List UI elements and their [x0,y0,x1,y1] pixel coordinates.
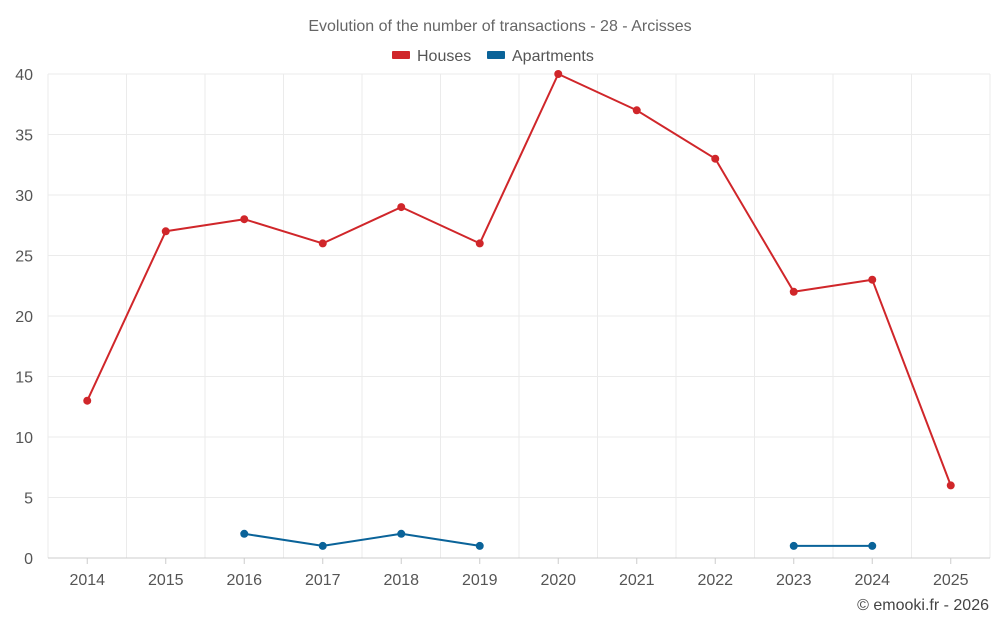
data-point-apartments[interactable] [240,529,249,538]
series-line-houses [86,73,952,486]
credit-text: © emooki.fr - 2026 [857,597,989,614]
x-tick-label: 2015 [148,572,184,589]
y-tick-label: 20 [15,309,33,326]
y-tick-label: 30 [15,188,33,205]
data-point-houses[interactable] [240,215,249,224]
legend: Houses Apartments [392,48,594,65]
legend-label-houses: Houses [417,48,471,65]
x-axis: 2014 2015 2016 2017 2018 2019 2020 2021 2022 2023… [48,557,990,589]
data-point-houses[interactable] [318,239,327,248]
x-tick-label: 2020 [540,572,576,589]
x-tick-label: 2016 [226,572,262,589]
data-point-houses[interactable] [946,481,955,490]
y-axis: 0 5 10 15 20 25 30 35 40 [15,67,33,568]
legend-swatch-apartments [487,51,505,59]
series-layer [83,70,955,550]
x-tick-label: 2023 [776,572,812,589]
x-tick-label: 2025 [933,572,969,589]
chart-title: Evolution of the number of transactions … [308,18,691,35]
y-tick-label: 10 [15,430,33,447]
data-point-houses[interactable] [711,154,720,163]
data-point-apartments[interactable] [475,541,484,550]
grid [47,73,991,558]
y-tick-label: 5 [24,491,33,508]
y-tick-label: 0 [24,551,33,568]
legend-item-houses[interactable]: Houses [392,48,471,65]
y-tick-label: 25 [15,249,33,266]
y-tick-label: 40 [15,67,33,84]
x-tick-label: 2024 [854,572,890,589]
data-point-apartments[interactable] [868,541,877,550]
data-point-houses[interactable] [868,275,877,284]
legend-swatch-houses [392,51,410,59]
series-line-apartments [244,532,480,547]
x-tick-label: 2019 [462,572,498,589]
legend-item-apartments[interactable]: Apartments [487,48,594,65]
y-tick-label: 35 [15,128,33,145]
data-point-houses[interactable] [397,203,406,212]
series-apartments [240,529,877,550]
data-point-apartments[interactable] [397,529,406,538]
x-tick-label: 2021 [619,572,655,589]
series-houses [83,70,955,490]
legend-label-apartments: Apartments [512,48,594,65]
data-point-apartments[interactable] [318,541,327,550]
x-tick-label: 2017 [305,572,341,589]
data-point-houses[interactable] [632,106,641,115]
data-point-houses[interactable] [475,239,484,248]
data-point-houses[interactable] [554,70,563,78]
data-point-apartments[interactable] [789,541,798,550]
x-tick-label: 2018 [383,572,419,589]
data-point-houses[interactable] [789,287,798,296]
x-tick-label: 2022 [697,572,733,589]
data-point-houses[interactable] [161,227,170,236]
y-tick-label: 15 [15,370,33,387]
data-point-houses[interactable] [83,396,92,405]
x-tick-label: 2014 [69,572,105,589]
